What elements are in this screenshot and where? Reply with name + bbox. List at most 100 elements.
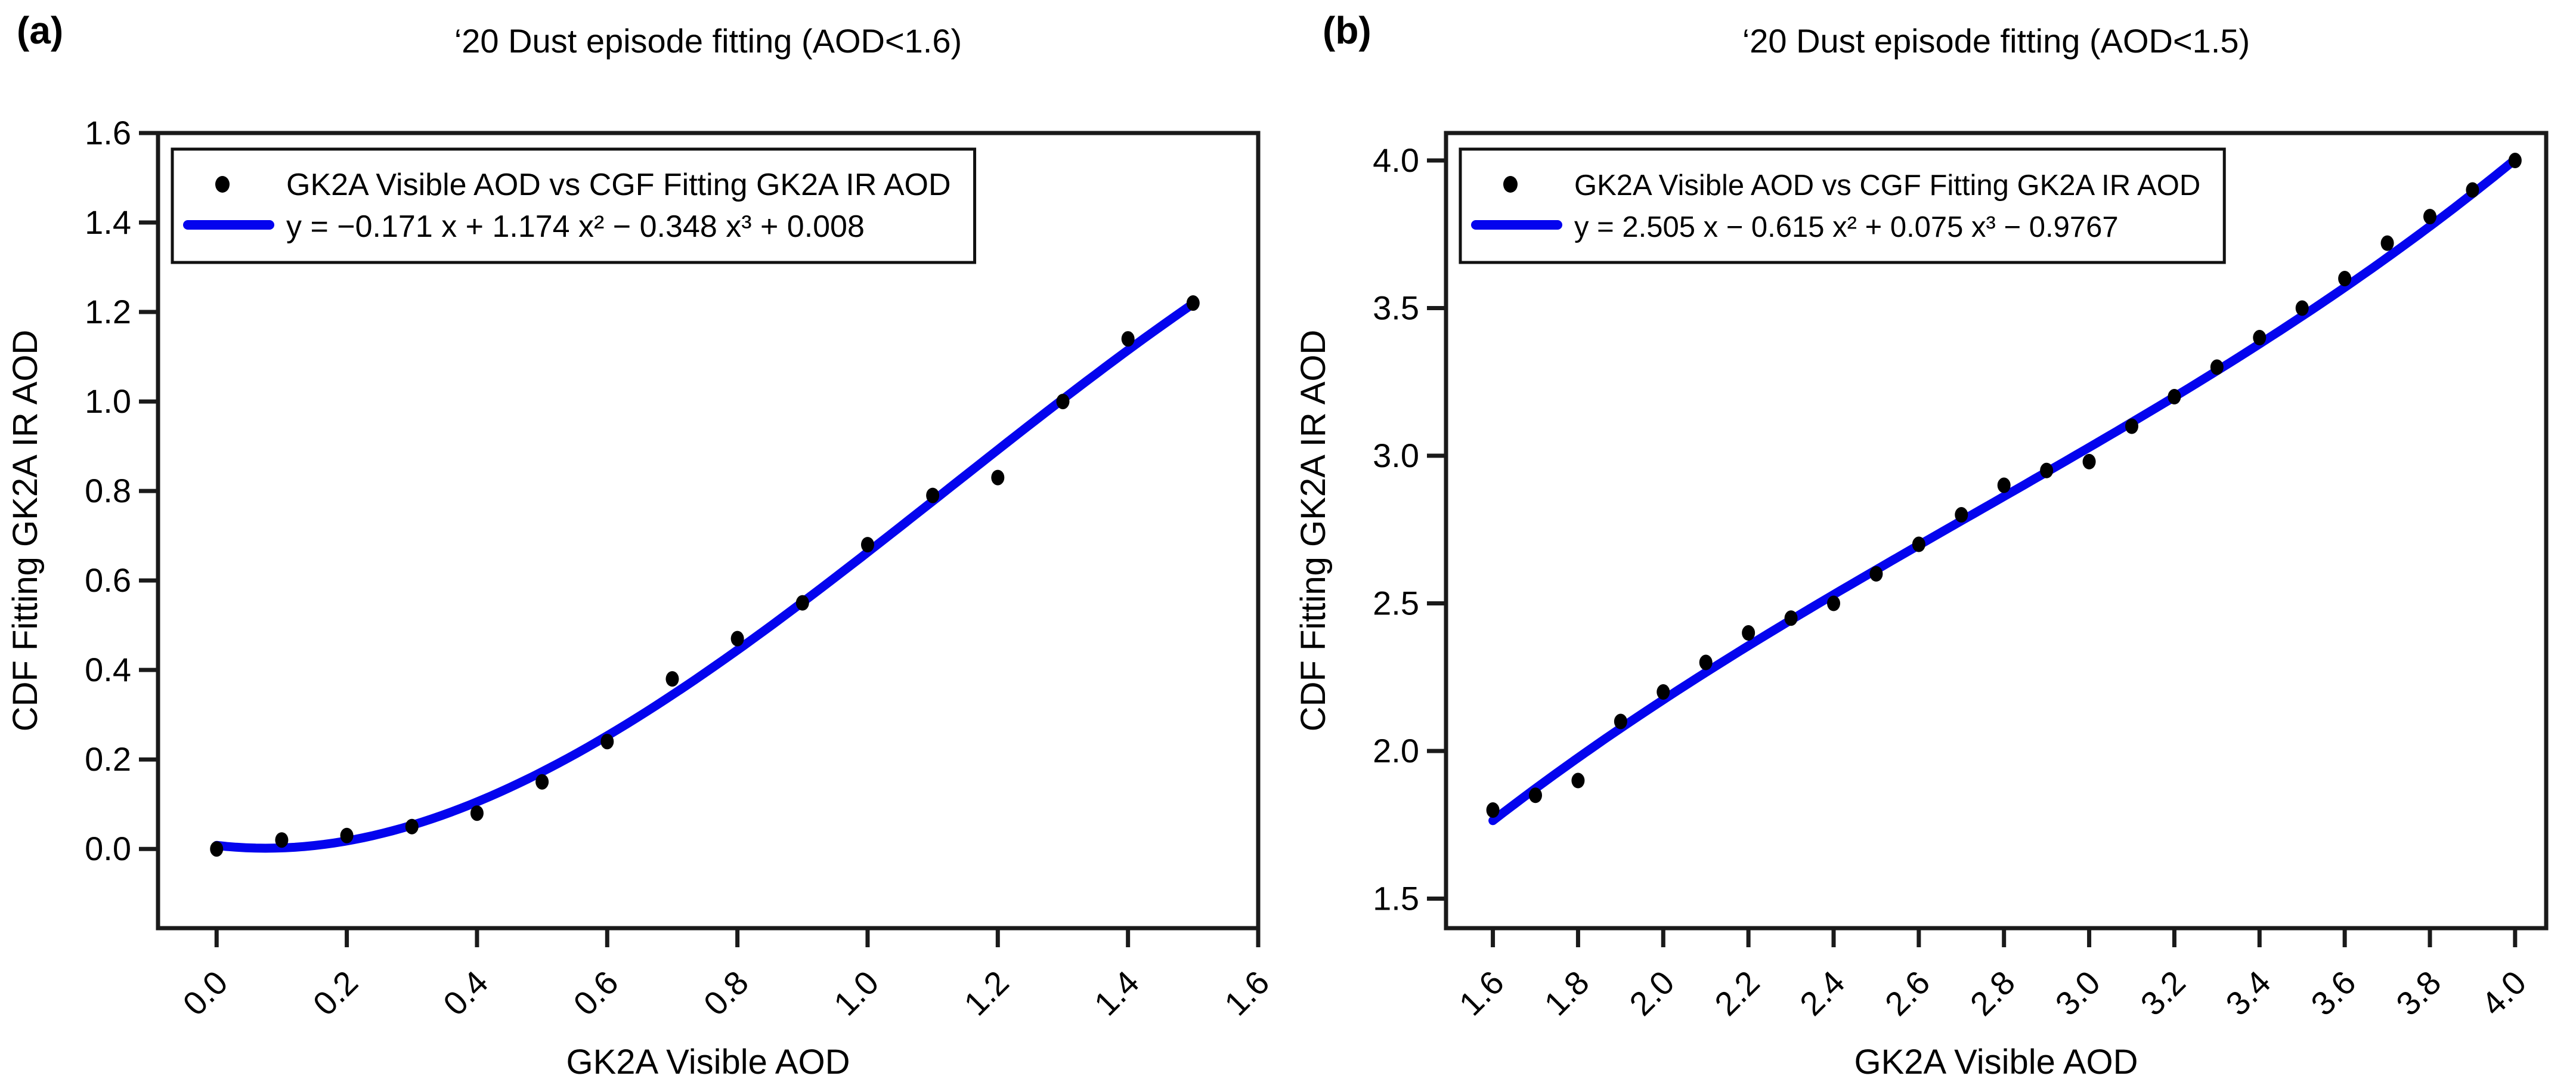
scatter-point <box>1827 595 1840 611</box>
x-tick-label: 0.2 <box>305 963 365 1023</box>
x-tick-label: 0.0 <box>175 963 235 1023</box>
scatter-point <box>926 487 940 503</box>
x-tick-label: 2.2 <box>1707 963 1767 1023</box>
x-tick-label: 3.0 <box>2048 963 2107 1023</box>
panel-a-plot-frame <box>156 131 1261 931</box>
chart-title: ‘20 Dust episode fitting (AOD<1.5) <box>1742 22 2250 60</box>
x-axis-label: GK2A Visible AOD <box>566 1043 850 1081</box>
legend-scatter-label: GK2A Visible AOD vs CGF Fitting GK2A IR … <box>286 168 951 202</box>
scatter-point <box>405 818 419 835</box>
scatter-point <box>1997 477 2011 493</box>
legend-box <box>1459 147 2226 264</box>
scatter-point <box>1614 713 1627 730</box>
scatter-point <box>730 631 744 647</box>
scatter-point <box>1056 394 1070 410</box>
y-tick-label: 0.0 <box>85 830 131 867</box>
x-axis-label: GK2A Visible AOD <box>1854 1043 2138 1081</box>
scatter-point <box>2082 453 2096 469</box>
scatter-point <box>1486 802 1500 818</box>
x-tick-label: 4.0 <box>2474 963 2534 1023</box>
chart-panel-b: ‘20 Dust episode fitting (AOD<1.5) 1.6 1.8… <box>1294 22 2549 1081</box>
scatter-point <box>210 841 224 857</box>
x-tick-label: 3.6 <box>2303 963 2363 1023</box>
scatter-point <box>2466 182 2479 198</box>
scatter-point <box>1869 566 1883 582</box>
scatter-point <box>991 469 1005 486</box>
x-tick-label: 1.6 <box>1451 963 1511 1023</box>
scatter-point <box>2508 153 2522 169</box>
x-tick-label: 1.6 <box>1217 963 1277 1023</box>
panel-a-label: (a) <box>17 9 64 52</box>
scatter-point <box>600 734 614 750</box>
scatter-point <box>860 537 874 553</box>
y-tick-label: 0.4 <box>85 651 131 688</box>
scatter-point <box>2423 209 2436 225</box>
panel-b-legend: GK2A Visible AOD vs CGF Fitting GK2A IR … <box>1459 147 2226 264</box>
y-tick-label: 2.0 <box>1373 732 1419 769</box>
x-tick-label: 2.8 <box>1963 963 2023 1023</box>
x-tick-label: 0.4 <box>436 963 496 1023</box>
scatter-point <box>1657 684 1670 700</box>
x-tick-label: 2.4 <box>1792 963 1852 1023</box>
x-tick-label: 3.8 <box>2389 963 2448 1023</box>
x-tick-label: 1.2 <box>956 963 1016 1023</box>
x-tick-label: 0.8 <box>696 963 756 1023</box>
y-tick-label: 0.2 <box>85 740 131 778</box>
x-tick-label: 0.6 <box>566 963 626 1023</box>
panel-a-legend: GK2A Visible AOD vs CGF Fitting GK2A IR … <box>171 147 977 264</box>
scatter-point <box>535 774 549 790</box>
scatter-point <box>1121 331 1135 347</box>
scatter-point <box>275 832 289 848</box>
scatter-point <box>470 805 484 821</box>
scatter-point <box>1912 536 1925 552</box>
legend-fit-label: y = 2.505 x − 0.615 x² + 0.075 x³ − 0.97… <box>1574 211 2119 243</box>
chart-panel-a: ‘20 Dust episode fitting (AOD<1.6) 0.0 0.2… <box>6 22 1277 1081</box>
scatter-point <box>1699 654 1713 670</box>
legend-fit-label: y = −0.171 x + 1.174 x² − 0.348 x³ + 0.0… <box>286 209 865 244</box>
legend-scatter-marker-icon <box>1503 176 1518 193</box>
scatter-point <box>2040 462 2054 478</box>
scatter-point <box>1571 772 1585 789</box>
y-tick-label: 3.5 <box>1373 289 1419 327</box>
scatter-point <box>1955 507 1968 523</box>
x-tick-label: 3.2 <box>2133 963 2193 1023</box>
panel-a-fit-line <box>212 299 1198 853</box>
x-tick-label: 1.0 <box>826 963 886 1023</box>
y-tick-label: 3.0 <box>1373 437 1419 474</box>
x-tick-label: 1.8 <box>1537 963 1596 1023</box>
y-tick-label: 1.5 <box>1373 880 1419 917</box>
y-tick-label: 2.5 <box>1373 585 1419 622</box>
y-tick-label: 1.4 <box>85 203 131 241</box>
x-tick-label: 1.4 <box>1087 963 1147 1023</box>
x-tick-label: 2.6 <box>1878 963 1937 1023</box>
scatter-point <box>665 671 679 687</box>
panel-b-label: (b) <box>1323 9 1371 52</box>
legend-box <box>171 147 977 264</box>
scatter-point <box>2380 235 2394 251</box>
x-tick-label: 3.4 <box>2218 963 2278 1023</box>
scatter-point <box>2210 359 2224 375</box>
y-axis-label: CDF Fitting GK2A IR AOD <box>1294 330 1333 732</box>
chart-title: ‘20 Dust episode fitting (AOD<1.6) <box>454 22 962 60</box>
y-tick-label: 1.0 <box>85 382 131 420</box>
y-axis-label: CDF Fitting GK2A IR AOD <box>6 330 45 732</box>
legend-scatter-label: GK2A Visible AOD vs CGF Fitting GK2A IR … <box>1574 169 2200 202</box>
scatter-point <box>340 827 354 843</box>
scatter-point <box>2338 271 2352 287</box>
scatter-point <box>1529 787 1542 803</box>
scatter-point <box>2295 300 2309 316</box>
y-tick-label: 4.0 <box>1373 141 1419 179</box>
y-tick-label: 0.8 <box>85 472 131 509</box>
scatter-point <box>2253 330 2267 346</box>
scatter-point <box>2125 418 2138 434</box>
y-tick-label: 0.6 <box>85 561 131 599</box>
x-tick-label: 2.0 <box>1622 963 1682 1023</box>
legend-scatter-marker-icon <box>215 176 230 193</box>
y-tick-label: 1.2 <box>85 293 131 330</box>
panel-b-plot-frame <box>1444 131 2549 931</box>
scatter-point <box>2168 389 2181 405</box>
scatter-point <box>1186 295 1200 311</box>
y-tick-label: 1.6 <box>85 114 131 152</box>
scatter-point <box>1742 625 1755 641</box>
